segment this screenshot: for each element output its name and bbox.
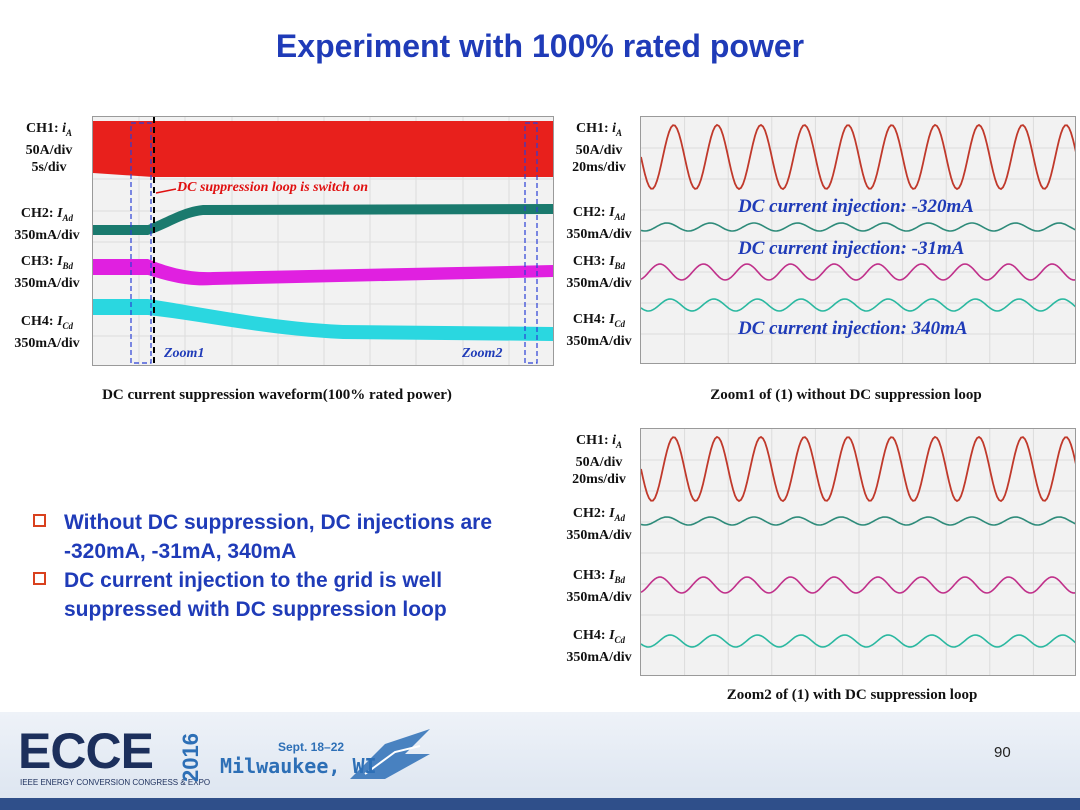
zoom2-scope-screen <box>640 428 1076 676</box>
zoom2-scope-svg <box>641 429 1075 675</box>
page-number: 90 <box>994 744 1011 761</box>
zoom1-ch3-label: CH3: IBd 350mA/div <box>566 254 632 291</box>
zoom2-scope-caption: Zoom2 of (1) with DC suppression loop <box>726 687 978 703</box>
bullet-item: Without DC suppression, DC injections ar… <box>30 508 530 566</box>
zoom1-annotation-2: DC current injection: -31mA <box>738 238 965 259</box>
logo-tagline: IEEE ENERGY CONVERSION CONGRESS & EXPO <box>20 778 211 787</box>
zoom2-ch4-trace <box>641 634 1075 648</box>
zoom1-box <box>130 122 152 364</box>
zoom1-scope-svg <box>641 117 1075 363</box>
zoom2-ch3-label: CH3: IBd 350mA/div <box>566 568 632 605</box>
main-switch-annotation: DC suppression loop is switch on <box>177 180 368 195</box>
zoom2-box <box>524 122 538 364</box>
main-scope-caption: DC current suppression waveform(100% rat… <box>102 387 452 403</box>
zoom1-scope-caption: Zoom1 of (1) without DC suppression loop <box>710 387 982 403</box>
zoom2-ch3-trace <box>641 576 1075 594</box>
conference-wing-icon <box>350 729 430 779</box>
bullet-box-icon <box>33 514 46 527</box>
zoom1-ch2-label: CH2: IAd 350mA/div <box>566 205 632 242</box>
main-ch4-trace <box>93 299 553 341</box>
main-scope-svg <box>93 117 553 365</box>
main-ch2-label: CH2: IAd 350mA/div <box>14 206 80 243</box>
zoom2-ch1-trace <box>641 435 1075 503</box>
bullet-box-icon <box>33 572 46 585</box>
conference-dates: Sept. 18–22 <box>278 740 345 754</box>
zoom2-label: Zoom2 <box>462 346 503 361</box>
zoom1-ch1-label: CH1: iA 50A/div 20ms/div <box>572 121 626 175</box>
main-ch4-label: CH4: ICd 350mA/div <box>14 314 80 351</box>
main-scope-screen <box>92 116 554 366</box>
zoom1-ch1-trace <box>641 123 1075 191</box>
bullet-item: DC current injection to the grid is well… <box>30 566 530 624</box>
main-ch1-label: CH1: iA 50A/div 5s/div <box>25 121 73 175</box>
zoom2-ch4-label: CH4: ICd 350mA/div <box>566 628 632 665</box>
logo-year: 2016 <box>178 733 203 782</box>
zoom2-ch2-label: CH2: IAd 350mA/div <box>566 506 632 543</box>
zoom1-ch3-trace <box>641 263 1075 281</box>
conference-city: Milwaukee, WI <box>220 754 377 778</box>
main-ch1-trace <box>93 121 553 177</box>
bullet-list: Without DC suppression, DC injections ar… <box>30 508 530 624</box>
zoom2-ch2-trace <box>641 516 1075 526</box>
zoom1-ch4-label: CH4: ICd 350mA/div <box>566 312 632 349</box>
zoom1-scope-screen <box>640 116 1076 364</box>
main-ch3-label: CH3: IBd 350mA/div <box>14 254 80 291</box>
footer-stripe <box>0 798 1080 810</box>
slide-title: Experiment with 100% rated power <box>275 28 805 64</box>
zoom2-ch1-label: CH1: iA 50A/div 20ms/div <box>572 433 626 487</box>
main-ch3-trace <box>93 259 553 286</box>
zoom1-annotation-1: DC current injection: -320mA <box>738 196 974 217</box>
slide-footer: ECCE IEEE ENERGY CONVERSION CONGRESS & E… <box>0 712 1080 810</box>
main-ch2-trace <box>93 204 553 235</box>
zoom1-ch2-trace <box>641 222 1075 232</box>
ecce-logo: ECCE <box>18 723 154 779</box>
zoom1-annotation-3: DC current injection: 340mA <box>738 318 968 339</box>
zoom1-ch4-trace <box>641 298 1075 312</box>
zoom1-label: Zoom1 <box>164 346 205 361</box>
